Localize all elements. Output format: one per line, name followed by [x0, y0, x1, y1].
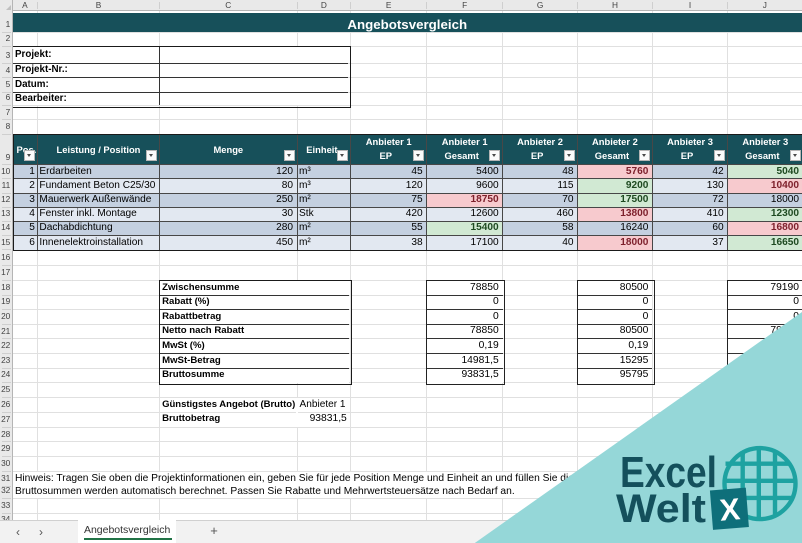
svg-text:Excel: Excel [620, 448, 717, 497]
svg-text:Welt: Welt [616, 487, 706, 531]
svg-text:X: X [718, 492, 742, 528]
